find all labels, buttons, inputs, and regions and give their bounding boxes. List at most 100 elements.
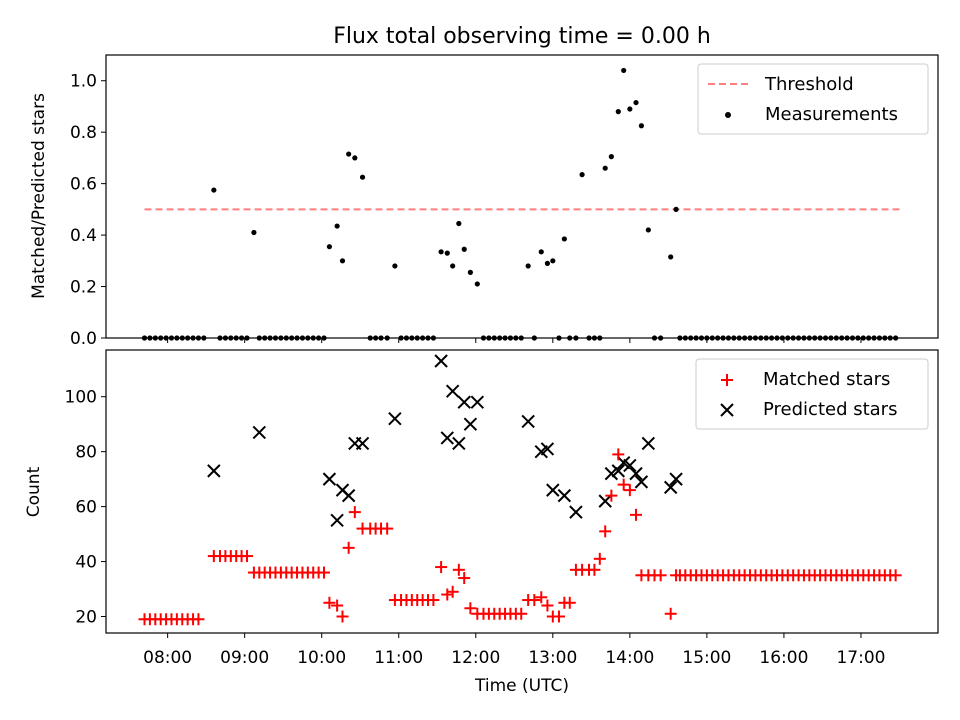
- predicted-stars-point: [569, 505, 583, 519]
- predicted-stars-point: [557, 488, 572, 503]
- x-tick-label: 12:00: [451, 648, 500, 668]
- matched-stars-point: [331, 599, 344, 612]
- bottom-y-ticks: 20 40 60 80 100: [65, 388, 106, 628]
- measurement-point: [579, 172, 585, 178]
- legend-predicted-label: Predicted stars: [763, 399, 897, 420]
- measurement-point: [615, 109, 621, 115]
- measurement-point: [467, 269, 473, 275]
- matched-stars-point: [605, 489, 618, 502]
- predicted-stars-point: [445, 384, 460, 398]
- legend-matched-label: Matched stars: [763, 369, 890, 390]
- measurement-point: [645, 227, 651, 233]
- matched-stars-point: [318, 566, 331, 579]
- measurement-point: [251, 229, 257, 236]
- measurement-point: [602, 165, 608, 171]
- matched-stars-point: [323, 596, 336, 609]
- bottom-legend-box: [695, 358, 929, 430]
- matched-stars-point: [541, 599, 554, 612]
- x-tick-label: 10:00: [297, 648, 346, 668]
- predicted-stars-point: [440, 431, 454, 445]
- predicted-stars-point: [388, 411, 402, 426]
- measurement-point: [668, 254, 674, 260]
- x-tick-label: 09:00: [220, 648, 269, 668]
- top-y-axis-label: Matched/Predicted stars: [29, 93, 49, 299]
- matched-stars-point: [336, 610, 349, 623]
- predicted-stars-point: [641, 436, 656, 451]
- bottom-y-tick-label: 100: [65, 388, 97, 408]
- predicted-stars-point: [463, 417, 478, 431]
- matched-stars-point: [612, 448, 625, 461]
- predicted-stars-point: [355, 436, 370, 451]
- predicted-stars-point: [470, 395, 485, 409]
- predicted-stars-point: [604, 466, 619, 481]
- bottom-y-tick-label: 20: [75, 608, 97, 628]
- matched-stars-point: [452, 563, 465, 576]
- matched-stars-point: [435, 561, 448, 574]
- measurement-point: [339, 258, 346, 264]
- matched-stars-point: [441, 588, 454, 601]
- top-legend-box: [697, 63, 929, 135]
- matched-stars-point: [240, 550, 253, 563]
- top-y-tick-label: 0.2: [70, 278, 97, 298]
- predicted-stars-point: [330, 513, 344, 528]
- matched-stars-point: [552, 610, 565, 623]
- bottom-x-ticks: 08:00 09:00 10:00 11:00 12:00 13:00 14:00 15:00…: [143, 633, 885, 668]
- measurement-point: [438, 249, 444, 255]
- measurement-point: [444, 250, 450, 256]
- measurement-point: [638, 123, 645, 129]
- bottom-y-axis-label: Count: [24, 466, 44, 517]
- matched-stars-point: [515, 607, 528, 620]
- predicted-stars-point: [457, 395, 471, 409]
- legend-predicted-cross-icon: [720, 403, 734, 417]
- measurement-point: [474, 281, 480, 287]
- matched-stars-point: [528, 594, 541, 607]
- legend-matched-plus-icon: [721, 374, 733, 386]
- predicted-stars-point: [207, 464, 221, 478]
- bottom-markers: [138, 354, 902, 626]
- measurement-point: [352, 155, 358, 161]
- top-y-tick-label: 0.0: [70, 329, 97, 349]
- top-y-ticks: 0.0 0.2 0.4 0.6 0.8 1.0: [70, 72, 106, 349]
- x-axis-label: Time (UTC): [474, 676, 569, 696]
- x-tick-label: 13:00: [528, 648, 577, 668]
- predicted-stars-point: [634, 475, 649, 489]
- predicted-stars-point: [611, 464, 626, 478]
- matched-stars-point: [599, 525, 612, 538]
- top-x-ticks: [167, 338, 862, 343]
- top-y-tick-label: 0.4: [70, 226, 97, 246]
- measurement-point: [673, 206, 679, 212]
- matched-stars-point: [623, 484, 636, 497]
- matched-stars-point: [889, 569, 902, 582]
- top-panel: 0.0 0.2 0.4 0.6 0.8 1.0 Matched/Predicted sta…: [29, 54, 939, 349]
- measurement-point: [346, 151, 352, 157]
- measurement-point: [525, 263, 531, 269]
- matched-stars-point: [588, 563, 601, 576]
- x-tick-label: 08:00: [143, 648, 192, 668]
- measurement-point: [392, 263, 398, 269]
- bottom-panel: 20 40 60 80 100 08:00 09:00 10:00 11:00 12:00 13:…: [24, 349, 939, 696]
- matched-stars-point: [617, 478, 630, 491]
- matched-stars-point: [664, 607, 677, 620]
- figure-title: Flux total observing time = 0.00 h: [333, 24, 711, 49]
- legend-measurements-label: Measurements: [765, 104, 898, 125]
- matched-stars-point: [458, 572, 471, 585]
- bottom-y-tick-label: 80: [75, 443, 97, 463]
- matched-stars-point: [563, 596, 576, 609]
- predicted-stars-point: [663, 480, 678, 495]
- predicted-stars-point: [434, 354, 448, 368]
- x-tick-label: 17:00: [836, 648, 885, 668]
- matched-stars-point: [535, 591, 548, 604]
- measurement-point: [550, 258, 556, 264]
- top-y-tick-label: 0.8: [70, 123, 97, 143]
- predicted-stars-point: [252, 425, 267, 440]
- matched-stars-point: [446, 585, 459, 598]
- matched-stars-point: [427, 594, 440, 607]
- predicted-stars-point: [341, 488, 356, 503]
- matched-stars-point: [192, 613, 205, 626]
- legend-measurements-dot-icon: [725, 112, 731, 118]
- predicted-stars-point: [322, 472, 337, 486]
- measurement-point: [561, 236, 567, 242]
- measurement-point: [633, 99, 639, 106]
- matched-stars-point: [593, 552, 606, 565]
